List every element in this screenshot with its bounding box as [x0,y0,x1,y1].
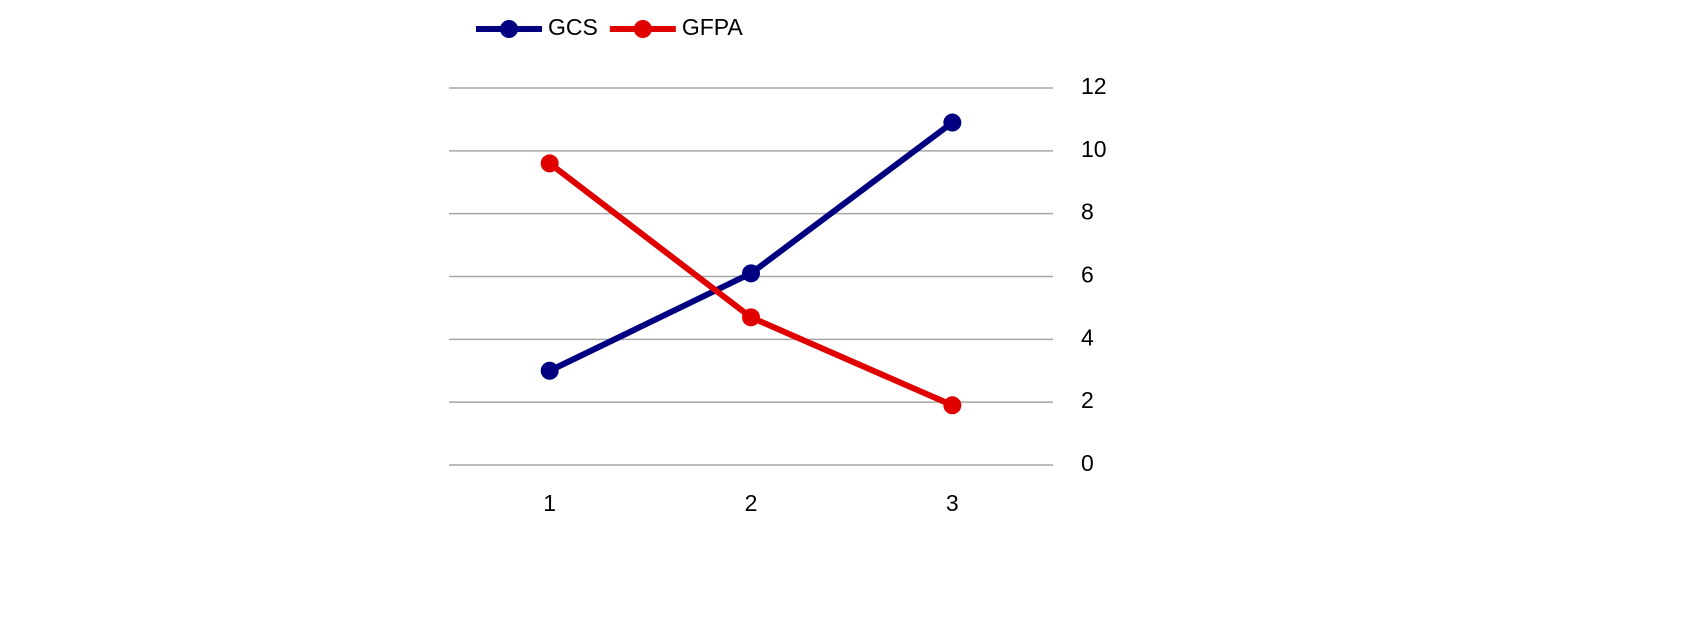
y-tick-label: 12 [1081,73,1107,99]
x-tick-label: 1 [543,490,556,516]
x-tick-label: 3 [946,490,959,516]
point [943,396,962,415]
y-tick-label: 2 [1081,387,1094,413]
series-line [547,161,954,409]
series-line [548,120,955,374]
y-tick-label: 4 [1081,324,1094,350]
y-tick-label: 8 [1081,199,1094,225]
y-tick-label: 0 [1081,450,1094,476]
legend-marker [500,20,518,38]
legend-marker [633,20,652,38]
point [540,361,559,380]
point [742,264,760,283]
point [943,113,962,132]
point [742,308,760,327]
legend-label: GCS [548,14,598,40]
point [540,154,559,173]
x-tick-label: 2 [745,490,758,516]
y-tick-label: 6 [1081,262,1094,288]
legend-label: GFPA [682,14,744,40]
y-tick-label: 10 [1081,136,1107,162]
